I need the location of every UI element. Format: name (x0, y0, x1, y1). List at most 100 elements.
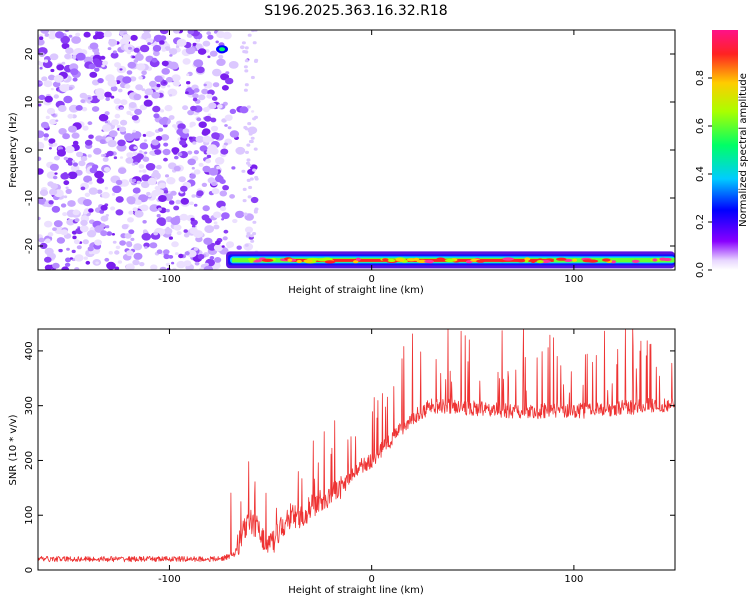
noise-blob (161, 116, 169, 122)
noise-blob (168, 236, 173, 240)
noise-blob (87, 154, 92, 158)
noise-blob (239, 45, 245, 50)
noise-blob (154, 75, 163, 83)
noise-blob (206, 93, 213, 99)
noise-blob (246, 232, 251, 236)
noise-blob (177, 123, 186, 130)
noise-blob (110, 95, 115, 99)
noise-blob (116, 143, 127, 152)
noise-blob (71, 36, 81, 44)
noise-blob (70, 164, 80, 172)
noise-blob (106, 231, 113, 236)
noise-blob (47, 232, 54, 237)
noise-blob (120, 119, 128, 126)
noise-blob (210, 125, 219, 132)
noise-blob (122, 34, 131, 41)
ridge-peak-blob (413, 257, 420, 261)
noise-blob (209, 50, 218, 57)
noise-blob (201, 214, 210, 221)
noise-blob (63, 156, 69, 161)
noise-blob (169, 94, 173, 97)
noise-blob (197, 48, 207, 55)
noise-blob (132, 151, 138, 156)
ridge-peak-blob (556, 257, 567, 261)
noise-blob (58, 248, 63, 253)
noise-blob (97, 94, 105, 100)
noise-blob (38, 168, 44, 175)
noise-blob (156, 83, 161, 88)
noise-blob (156, 249, 163, 254)
noise-blob (44, 220, 53, 228)
ridge-peak-blob (382, 258, 389, 262)
noise-blob (223, 229, 229, 234)
ridge-peak-blob (261, 258, 274, 262)
ridge-peak-blob (353, 260, 359, 264)
noise-blob (95, 31, 105, 40)
noise-blob (41, 76, 48, 82)
noise-blob (142, 220, 147, 224)
spectrogram-x-tick-label: 0 (368, 274, 374, 285)
noise-blob (153, 113, 160, 119)
noise-blob (208, 102, 217, 110)
noise-blob (244, 226, 254, 234)
noise-blob (126, 250, 134, 257)
noise-blob (85, 260, 91, 265)
noise-blob (152, 44, 162, 52)
noise-blob (213, 221, 218, 225)
noise-blob (99, 209, 105, 214)
noise-blob (168, 115, 175, 120)
ridge-peak-blob (502, 257, 514, 261)
noise-blob (52, 81, 61, 88)
noise-blob (151, 196, 155, 200)
noise-blob (159, 183, 166, 189)
noise-blob (140, 181, 150, 189)
noise-blob (141, 233, 152, 241)
noise-blob (168, 48, 178, 55)
noise-blob (102, 157, 109, 162)
noise-blob (187, 109, 195, 116)
noise-blob (119, 179, 130, 187)
noise-blob (211, 132, 220, 140)
noise-blob (68, 34, 73, 38)
noise-blob (76, 245, 82, 250)
noise-blob (66, 247, 70, 251)
ridge-peak-blob (631, 259, 640, 263)
noise-blob (192, 93, 199, 99)
noise-blob (82, 239, 89, 245)
noise-blob (191, 224, 196, 228)
noise-blob (252, 220, 257, 224)
noise-blob (146, 191, 151, 196)
noise-blob (55, 31, 64, 39)
noise-blob (161, 48, 166, 52)
noise-blob (49, 188, 58, 196)
noise-blob (56, 149, 66, 157)
snr-x-axis-label: Height of straight line (km) (288, 585, 424, 596)
noise-blob (63, 172, 68, 176)
noise-blob (63, 95, 73, 104)
noise-blob (87, 121, 93, 126)
noise-blob (138, 164, 145, 169)
noise-blob (207, 34, 214, 40)
noise-blob (114, 266, 120, 270)
noise-blob (201, 182, 208, 187)
noise-blob (212, 82, 220, 88)
noise-blob (145, 131, 154, 138)
noise-blob (215, 157, 225, 165)
noise-blob (46, 107, 56, 115)
noise-blob (49, 30, 56, 35)
noise-blob (163, 157, 168, 162)
noise-blob (167, 88, 178, 97)
ridge-peak-blob (296, 259, 302, 264)
noise-blob (87, 230, 97, 238)
noise-blob (174, 252, 179, 256)
ridge-peak-blob (572, 258, 578, 262)
noise-blob (115, 209, 124, 216)
noise-blob (141, 32, 152, 40)
noise-blob (100, 215, 109, 222)
colorbar-tick-label: 0.4 (695, 166, 706, 182)
noise-blob (106, 261, 116, 270)
noise-blob (222, 236, 228, 241)
noise-blob (132, 187, 141, 194)
noise-blob (219, 190, 228, 197)
noise-blob (128, 210, 134, 215)
